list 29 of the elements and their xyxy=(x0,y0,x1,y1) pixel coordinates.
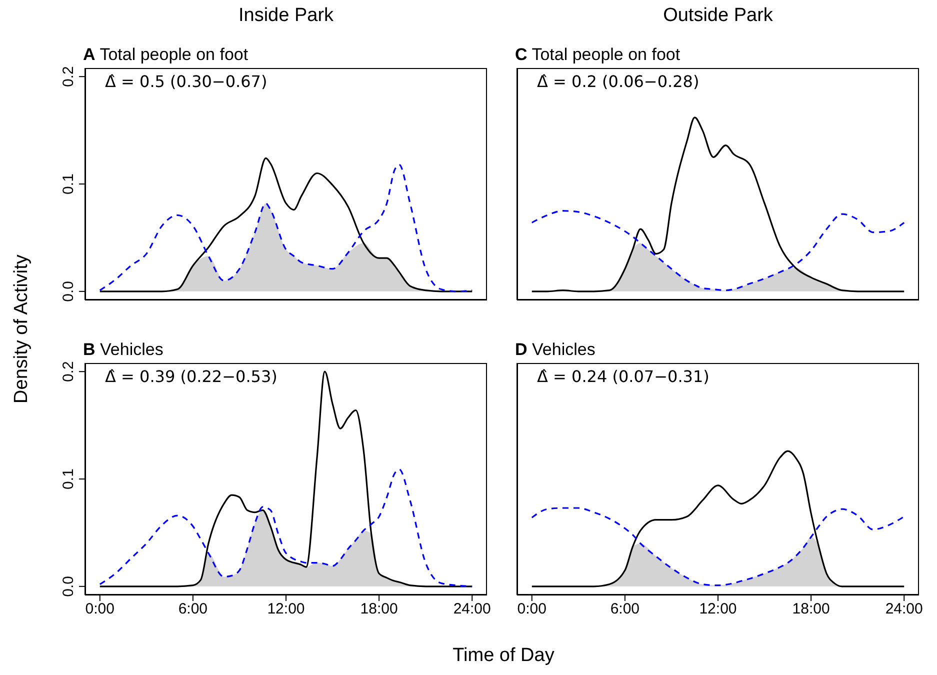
y-tick-label: 0.1 xyxy=(60,174,77,194)
annotation: Δ̂ = 0.2 (0.06−0.28) xyxy=(537,72,700,91)
y-tick-label: 0.1 xyxy=(60,468,77,490)
x-tick-label: 18:00 xyxy=(360,600,398,618)
x-tick-label: 12:00 xyxy=(699,600,737,618)
y-tick-label: 0.0 xyxy=(60,280,77,302)
x-tick-label: 6:00 xyxy=(178,600,208,618)
x-tick-label: 0:00 xyxy=(517,600,546,618)
x-tick-label: 24:00 xyxy=(453,600,491,618)
chart-title: Inside Park xyxy=(237,5,335,27)
x-tick-label: 6:00 xyxy=(610,600,640,618)
x-axis-title: Time of Day xyxy=(452,645,556,667)
y-tick-label: 0.2 xyxy=(60,66,77,88)
y-axis-title: Density of Activity xyxy=(11,254,33,406)
chart-subtitle: B Vehicles xyxy=(83,340,164,360)
chart-title: Outside Park xyxy=(662,5,774,27)
chart-subtitle: C Total people on foot xyxy=(515,45,680,65)
annotation: Δ̂ = 0.39 (0.22−0.53) xyxy=(105,367,278,386)
x-tick-label: 12:00 xyxy=(267,600,305,618)
y-tick-label: 0.2 xyxy=(60,361,77,382)
chart-subtitle: A Total people on foot xyxy=(83,45,248,65)
y-tick-label: 0.0 xyxy=(60,576,77,597)
chart-subtitle: D Vehicles xyxy=(515,340,596,360)
x-tick-label: 0:00 xyxy=(85,600,114,618)
x-tick-label: 18:00 xyxy=(792,600,830,618)
x-tick-label: 24:00 xyxy=(885,600,923,618)
line-series xyxy=(99,468,473,588)
annotation: Δ̂ = 0.24 (0.07−0.31) xyxy=(537,367,710,386)
annotation: Δ̂ = 0.5 (0.30−0.67) xyxy=(105,72,268,91)
